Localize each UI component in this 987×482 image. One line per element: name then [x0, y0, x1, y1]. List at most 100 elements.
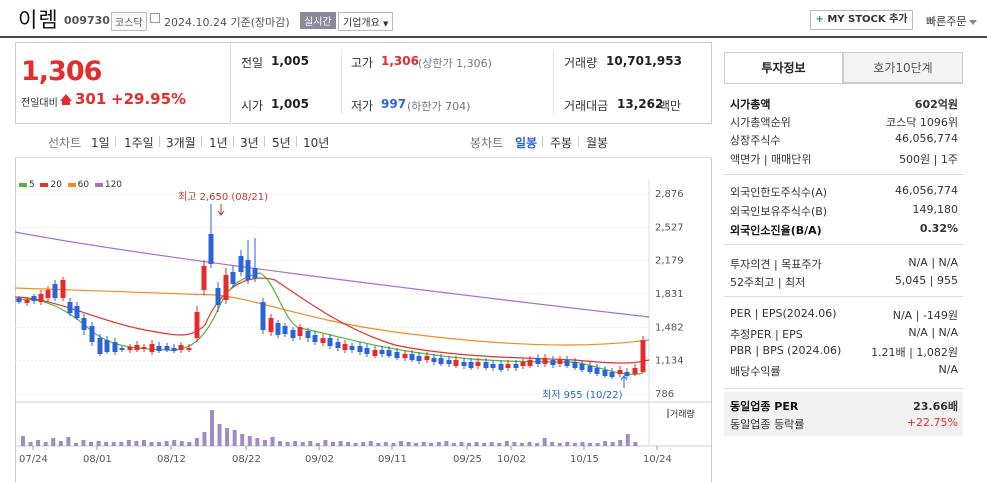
low-label: 저가 — [351, 99, 374, 113]
volume-label: 거래량 — [564, 56, 598, 70]
tab-1week[interactable]: 1주일 — [124, 136, 154, 150]
volume-bar — [618, 440, 623, 446]
open-label: 시가 — [241, 99, 264, 113]
candle — [104, 340, 110, 352]
volume-bar — [240, 434, 245, 446]
tab-3months[interactable]: 3개월 — [166, 136, 196, 150]
x-axis: 07/24 08/01 08/12 08/22 09/02 09/11 09/25 10/02… — [19, 446, 672, 465]
info-row-label: 투자의견 | 목표주가 — [730, 258, 822, 271]
candle — [632, 368, 638, 374]
info-row-label: 액면가 | 매매단위 — [730, 153, 812, 166]
legend: 5 20 60 120 — [19, 180, 122, 190]
info-row-value: 602억원 — [914, 98, 958, 111]
info-row-label: 상장주식수 — [730, 134, 781, 147]
candle — [461, 362, 467, 366]
info-row-value: 0.32% — [919, 222, 958, 235]
x-tick-label: 10/02 — [497, 454, 526, 465]
volume-bar — [497, 443, 502, 446]
candle — [194, 312, 200, 338]
x-tick-label: 10/24 — [643, 454, 672, 465]
candle — [141, 347, 147, 349]
legend-swatch — [94, 182, 103, 187]
candle — [624, 372, 630, 376]
tab-daily[interactable]: 일봉 — [515, 136, 538, 150]
candle — [164, 346, 170, 350]
volume-bar — [58, 441, 63, 446]
volume-legend-swatch — [667, 409, 669, 418]
volume-bar — [459, 442, 464, 446]
info-row-label: PER | EPS(2024.06) — [730, 307, 837, 320]
plus-icon: + — [815, 14, 824, 25]
candle — [297, 327, 303, 336]
tab-1day[interactable]: 1일 — [91, 136, 110, 150]
volume-bar — [353, 443, 358, 446]
divider — [296, 136, 297, 147]
candle — [424, 356, 430, 360]
candle — [45, 290, 51, 298]
volume-bar — [580, 442, 585, 446]
candle — [468, 362, 474, 368]
tab-5years[interactable]: 5년 — [272, 136, 291, 150]
candle — [24, 300, 30, 303]
volume-bar — [187, 442, 192, 446]
candle — [527, 360, 533, 366]
volume-bar — [595, 443, 600, 446]
quick-order-button[interactable]: 빠른주문 — [926, 13, 977, 29]
volume-bar — [51, 438, 56, 446]
info-row-label: 추정PER | EPS — [730, 328, 803, 341]
volume-bar — [550, 442, 555, 446]
legend-label: 60 — [77, 180, 90, 190]
tab-1year[interactable]: 1년 — [209, 136, 228, 150]
candle — [617, 370, 623, 374]
prev-day-label: 전일대비 — [21, 98, 58, 109]
volume-bar — [232, 430, 237, 446]
candle — [498, 364, 504, 370]
y-tick-label: 1,831 — [655, 289, 684, 300]
tab-invest-info[interactable]: 투자정보 — [724, 52, 843, 83]
volume-label: 거래량 — [670, 408, 695, 420]
tab-10years[interactable]: 10년 — [303, 136, 330, 150]
volume-bar — [149, 442, 154, 446]
candle — [178, 345, 184, 350]
divider — [264, 136, 265, 147]
realtime-button[interactable]: 실시간 — [300, 12, 336, 29]
current-price: 1,306 — [21, 56, 102, 87]
x-tick-label: 09/11 — [378, 454, 407, 465]
company-overview-dropdown[interactable]: 기업개요 ▼ — [338, 12, 394, 31]
candle — [127, 347, 133, 350]
invest-info-panel: 시가총액 602억원 시가총액순위 코스닥 1096위 상장주식수 46,056,774 액… — [724, 83, 963, 440]
high-annotation: 최고 2,650 (08/21) — [178, 191, 268, 203]
tab-monthly[interactable]: 월봉 — [586, 136, 609, 150]
chevron-down-icon: ▼ — [383, 20, 389, 28]
amount-unit: 백만 — [659, 99, 682, 113]
info-row-value: 1.21배 | 1,082원 — [871, 346, 958, 359]
info-row: 52주최고 | 최저 5,045 | 955 — [730, 274, 958, 292]
quote-table — [232, 42, 712, 124]
prev-close-label: 전일 — [241, 56, 264, 70]
section-divider — [724, 244, 963, 245]
legend-label: 5 — [29, 180, 35, 190]
line-chart-label: 선차트 — [48, 136, 82, 150]
candle — [112, 342, 118, 352]
volume-bar — [406, 442, 411, 446]
info-row-label: 외국인소진율(B/A) — [730, 224, 822, 237]
volume-bar — [28, 442, 33, 446]
price-change-percent: +29.95% — [111, 90, 187, 108]
candle — [542, 358, 548, 364]
candle — [16, 298, 22, 302]
divider — [115, 136, 116, 147]
volume-bar — [383, 442, 388, 446]
volume-bar — [255, 438, 260, 446]
tab-orderbook[interactable]: 호가10단계 — [843, 52, 963, 83]
candle — [520, 362, 526, 366]
candle — [602, 370, 608, 376]
add-mystock-button[interactable]: + MY STOCK 추가 — [810, 10, 913, 30]
legend-item: 20 — [40, 180, 62, 190]
info-row-label: PBR | BPS (2024.06) — [730, 344, 842, 357]
tab-3years[interactable]: 3년 — [240, 136, 259, 150]
legend-label: 20 — [50, 180, 62, 190]
tab-weekly[interactable]: 주봉 — [550, 136, 573, 150]
volume-bar — [73, 443, 78, 446]
divider — [233, 136, 234, 147]
